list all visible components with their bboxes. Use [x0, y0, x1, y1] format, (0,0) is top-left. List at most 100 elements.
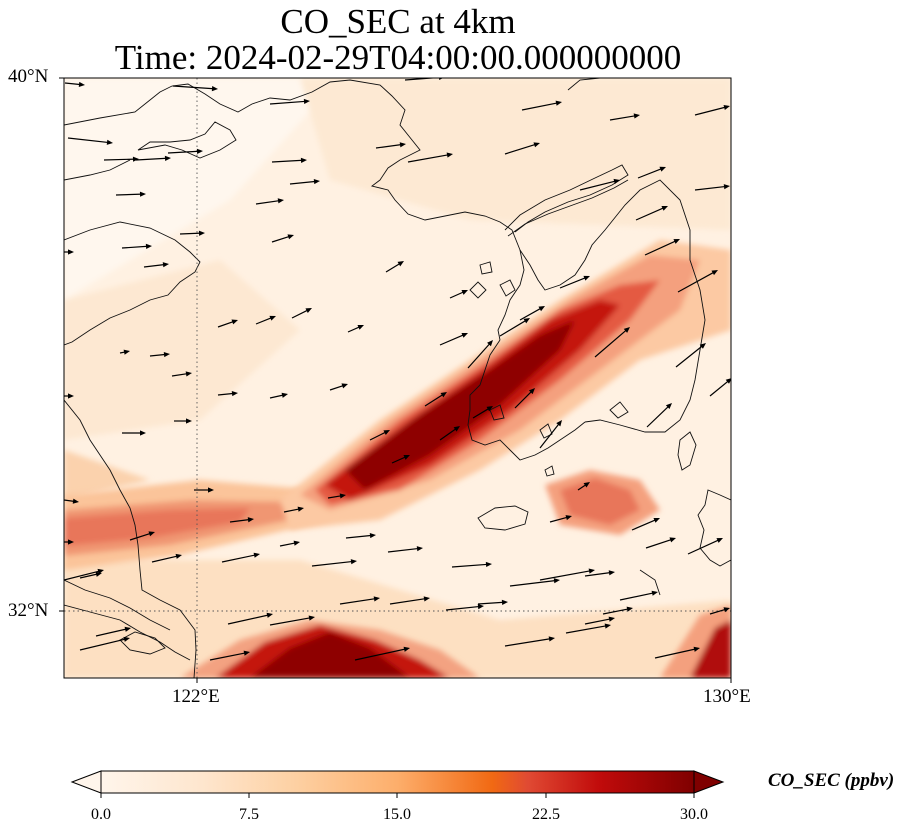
co-plume-main — [280, 240, 731, 530]
wind-arrow-head — [123, 349, 130, 355]
wind-arrow-shaft — [509, 579, 557, 587]
wind-arrow-head — [198, 230, 205, 236]
wind-arrow-shaft — [499, 319, 527, 337]
wind-arrow-head — [711, 270, 718, 276]
lat-label-32n: 32°N — [8, 600, 49, 621]
wind-arrow-head — [106, 139, 113, 145]
wind-arrow-head — [501, 599, 508, 605]
wind-arrow-shaft — [579, 180, 617, 191]
wind-arrow-shaft — [637, 167, 663, 179]
wind-arrow-head — [604, 623, 611, 629]
wind-arrow-head — [588, 568, 595, 574]
wind-arrow-head — [243, 650, 250, 656]
wind-arrow-head — [186, 418, 192, 424]
wind-arrow-head — [623, 327, 630, 333]
wind-arrow-shaft — [584, 618, 612, 625]
wind-arrow-head — [397, 261, 404, 267]
wind-arrow-head — [95, 571, 102, 577]
colorbar — [70, 770, 725, 798]
wind-arrow-shaft — [221, 554, 257, 563]
wind-arrow-shaft — [619, 592, 655, 601]
wind-arrow-head — [446, 152, 453, 158]
wind-arrow-shaft — [217, 320, 235, 328]
wind-arrow-head — [211, 86, 218, 92]
wind-arrow-head — [461, 290, 468, 295]
wind-arrow-shaft — [329, 384, 345, 391]
wind-arrow-shaft — [694, 106, 727, 116]
axis-ticks — [59, 77, 732, 683]
wind-arrow-shaft — [602, 608, 630, 615]
wind-arrow-shaft — [677, 271, 715, 293]
wind-arrow-head — [403, 646, 410, 652]
wind-arrow-head — [565, 515, 572, 521]
wind-arrow-head — [693, 646, 700, 652]
wind-arrow-head — [369, 533, 376, 539]
wind-arrow-head — [487, 340, 493, 347]
wind-arrow-shaft — [477, 601, 505, 605]
wind-arrow-head — [305, 308, 312, 314]
wind-arrow-shaft — [644, 240, 677, 256]
co-field-background — [64, 78, 731, 678]
wind-arrow-head — [626, 606, 633, 612]
wind-arrow-shaft — [646, 405, 670, 428]
wind-arrow-shaft — [171, 372, 189, 377]
wind-arrow-shaft — [149, 353, 167, 357]
wind-arrow-shaft — [369, 431, 387, 441]
wind-arrow-head — [416, 546, 423, 552]
wind-arrow-shaft — [347, 326, 361, 333]
wind-arrow-shaft — [129, 532, 152, 541]
wind-arrow-shaft — [172, 85, 215, 90]
wind-arrow-head — [661, 206, 668, 211]
wind-arrow-head — [313, 179, 320, 185]
wind-arrow-head — [699, 343, 706, 349]
wind-arrow-head — [485, 561, 492, 568]
wind-arrow-head — [673, 239, 680, 244]
wind-arrow-head — [477, 604, 484, 610]
wind-arrow-head — [716, 538, 723, 543]
wind-arrow-head — [148, 531, 155, 537]
wind-arrow-head — [399, 142, 406, 148]
wind-arrow-head — [723, 104, 730, 111]
wind-arrow-shaft — [445, 605, 481, 611]
wind-arrow-shaft — [121, 245, 149, 249]
wind-arrow-shaft — [521, 102, 559, 111]
wind-arrow-shaft — [167, 150, 200, 154]
lon-label-130e: 130°E — [703, 686, 751, 707]
wind-arrow-shaft — [387, 547, 420, 553]
wind-arrow-head — [297, 506, 304, 512]
wind-arrow-head — [247, 517, 254, 523]
wind-arrow-head — [373, 596, 380, 602]
wind-arrow-shaft — [64, 82, 82, 86]
wind-arrow-head — [253, 552, 260, 558]
wind-arrow-shaft — [654, 648, 697, 659]
wind-arrow-shaft — [269, 394, 285, 399]
colorbar-tick-0: 0.0 — [91, 806, 111, 823]
wind-arrow-head — [140, 430, 146, 436]
wind-arrow-head — [287, 234, 294, 240]
wind-arrow-shaft — [559, 276, 587, 289]
wind-arrow-head — [293, 540, 300, 546]
wind-arrow-shaft — [311, 560, 354, 567]
wind-arrow-shaft — [609, 115, 637, 121]
wind-arrow-shaft — [255, 316, 273, 325]
wind-arrow-shaft — [565, 625, 608, 634]
wind-arrow-shaft — [424, 393, 444, 407]
wind-arrow-head — [269, 315, 276, 321]
wind-arrow-shaft — [143, 263, 166, 268]
wind-arrow-shaft — [289, 180, 317, 185]
wind-arrow-head — [78, 81, 85, 87]
wind-arrow-head — [339, 493, 346, 499]
wind-arrow-shaft — [594, 329, 628, 358]
wind-arrow-shaft — [271, 159, 304, 163]
wind-arrow-head — [123, 636, 130, 642]
map-area — [64, 78, 731, 678]
wind-arrow-head — [725, 378, 731, 384]
map-title: CO_SEC at 4km — [280, 2, 516, 41]
co-plume-south — [180, 620, 480, 678]
colorbar-gradient — [101, 771, 694, 793]
co-plume-jeju-east — [545, 470, 660, 535]
wind-arrow-shaft — [209, 652, 247, 661]
wind-arrow-shaft — [449, 291, 465, 299]
wind-arrow-shaft — [375, 143, 403, 149]
wind-arrow-head — [163, 352, 170, 358]
